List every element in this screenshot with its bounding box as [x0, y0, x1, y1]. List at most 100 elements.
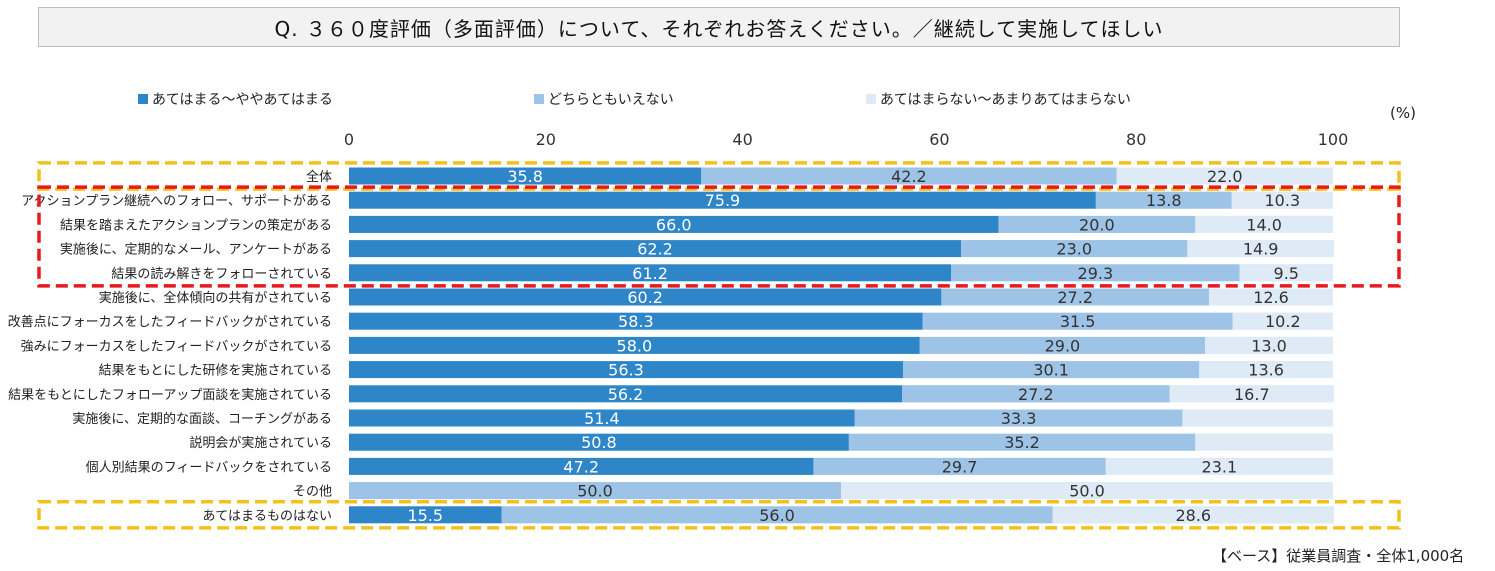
category-label: 結果をもとにした研修を実施されている [99, 363, 332, 379]
bar-neutral [922, 312, 1233, 330]
data-label-neutral: 27.2 [1057, 288, 1093, 307]
category-label: 実施後に、定期的なメール、アンケートがある [60, 242, 332, 258]
data-label-neutral: 29.3 [1078, 264, 1114, 283]
chart-title: Q. ３６０度評価（多面評価）について、それぞれお答えください。／継続して実施し… [38, 7, 1400, 47]
bar-disagree [1209, 288, 1333, 306]
data-label-disagree: 14.9 [1243, 240, 1279, 259]
data-label-agree: 35.8 [507, 167, 543, 186]
data-label-disagree: 14.0 [1246, 215, 1282, 234]
bar-disagree [1182, 409, 1333, 427]
bar-disagree [1205, 336, 1333, 354]
bar-disagree [1052, 506, 1334, 524]
bar-agree [349, 288, 942, 306]
highlight-box-yellow [37, 161, 1401, 191]
bar-neutral [701, 167, 1117, 185]
bar-neutral [902, 361, 1200, 379]
bar-agree [349, 433, 849, 451]
bar-disagree [1239, 264, 1333, 282]
bar-neutral [501, 506, 1053, 524]
bar-disagree [1116, 167, 1333, 185]
bar-neutral [919, 336, 1206, 354]
bar-neutral [941, 288, 1210, 306]
legend-label-agree: あてはまる～ややあてはまる [152, 92, 333, 108]
data-label-neutral: 23.0 [1056, 240, 1092, 259]
data-label-neutral: 31.5 [1060, 312, 1096, 331]
data-label-neutral: 20.0 [1079, 215, 1115, 234]
data-label-agree: 15.5 [407, 506, 443, 525]
x-tick-label: 20 [536, 130, 556, 149]
data-label-disagree: 50.0 [1069, 482, 1105, 501]
data-label-disagree: 22.0 [1207, 167, 1243, 186]
bar-agree [349, 336, 920, 354]
data-label-neutral: 33.3 [1001, 409, 1037, 428]
data-label-neutral: 50.0 [577, 482, 613, 501]
bar-neutral [961, 240, 1188, 258]
bar-agree [349, 167, 702, 185]
x-tick-label: 0 [344, 130, 354, 149]
data-label-agree: 56.2 [608, 385, 644, 404]
x-tick-label: 60 [929, 130, 949, 149]
bar-disagree [1187, 240, 1334, 258]
data-label-disagree: 10.2 [1265, 312, 1301, 331]
data-label-disagree: 12.6 [1253, 288, 1289, 307]
data-label-disagree: 10.3 [1265, 191, 1301, 210]
data-label-neutral: 29.0 [1045, 336, 1081, 355]
x-tick-label: 40 [732, 130, 752, 149]
bar-neutral [848, 433, 1196, 451]
bar-neutral [951, 264, 1240, 282]
bar-neutral [998, 215, 1196, 233]
base-note: 【ベース】従業員調査・全体1,000名 [1212, 547, 1465, 565]
bar-agree [349, 457, 814, 475]
category-label: あてはまるものはない [203, 509, 332, 524]
category-label: アクションプラン継続へのフォロー、サポートがある [21, 194, 332, 209]
category-label: 実施後に、定期的な面談、コーチングがある [72, 411, 332, 427]
bar-neutral [1095, 191, 1232, 209]
legend-label-neutral: どちらともいえない [548, 92, 674, 108]
bar-disagree [1199, 361, 1333, 379]
data-label-disagree: 9.5 [1274, 264, 1299, 283]
data-label-neutral: 27.2 [1018, 385, 1054, 404]
data-label-agree: 56.3 [608, 361, 644, 380]
x-tick-label: 100 [1318, 130, 1349, 149]
bar-disagree [1105, 457, 1333, 475]
bar-neutral [902, 385, 1170, 403]
data-label-neutral: 42.2 [891, 167, 927, 186]
category-label: 結果をもとにしたフォローアップ面談を実施されている [8, 387, 332, 403]
data-label-disagree: 28.6 [1175, 506, 1211, 525]
unit-label: (%) [1390, 104, 1416, 122]
x-tick-label: 80 [1126, 130, 1146, 149]
data-label-agree: 58.3 [618, 312, 654, 331]
data-label-agree: 51.4 [584, 409, 620, 428]
bar-agree [349, 215, 999, 233]
category-label: 結果の読み解きをフォローされている [111, 266, 332, 282]
data-label-agree: 61.2 [632, 264, 668, 283]
bar-agree [349, 312, 923, 330]
category-label: その他 [293, 485, 332, 500]
data-label-neutral: 35.2 [1004, 433, 1040, 452]
bar-agree [349, 240, 962, 258]
data-label-agree: 50.8 [581, 433, 617, 452]
highlight-box-red [37, 185, 1401, 288]
data-label-agree: 47.2 [563, 457, 599, 476]
data-label-disagree: 23.1 [1202, 457, 1238, 476]
bar-disagree [841, 482, 1333, 500]
bar-agree [349, 409, 855, 427]
category-label: 個人別結果のフィードバックをされている [86, 460, 332, 475]
bar-agree [349, 385, 903, 403]
category-label: 説明会が実施されている [189, 435, 332, 451]
bar-agree [349, 264, 952, 282]
category-label: 改善点にフォーカスをしたフィードバックがされている [8, 314, 332, 330]
data-label-neutral: 56.0 [759, 506, 795, 525]
bar-disagree [1195, 433, 1333, 451]
data-label-neutral: 13.8 [1146, 191, 1182, 210]
legend-swatch-neutral [534, 94, 544, 104]
category-label: 強みにフォーカスをしたフィードバックがされている [21, 339, 332, 354]
legend-item-agree: あてはまる～ややあてはまる [138, 89, 333, 109]
bar-disagree [1195, 215, 1333, 233]
data-label-neutral: 29.7 [942, 457, 978, 476]
legend-swatch-disagree [866, 94, 876, 104]
bar-disagree [1169, 385, 1334, 403]
data-label-disagree: 13.0 [1251, 336, 1287, 355]
legend-item-disagree: あてはまらない～あまりあてはまらない [866, 89, 1131, 109]
